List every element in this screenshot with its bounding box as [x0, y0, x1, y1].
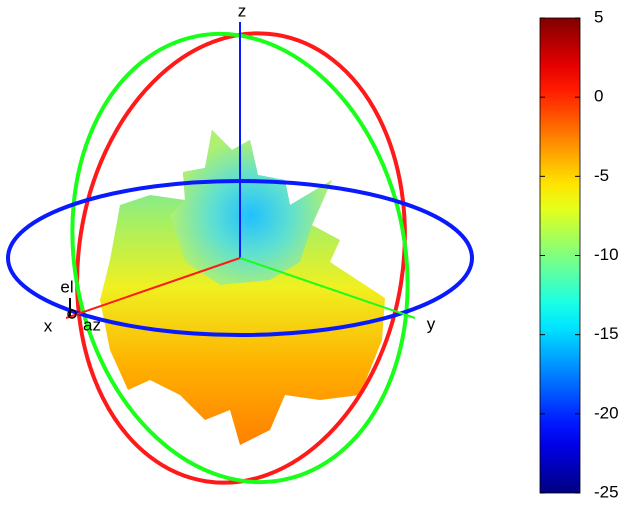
- axis-label: y: [427, 314, 436, 333]
- colorbar-tick-label: -10: [594, 245, 619, 264]
- axis-label: x: [44, 316, 53, 335]
- colorbar-tick-label: -15: [594, 324, 619, 343]
- pattern-top: [170, 130, 332, 285]
- axis-label: z: [238, 1, 247, 20]
- pattern-surface: [100, 130, 385, 445]
- red-ring: [75, 31, 407, 485]
- green-ring: [70, 31, 410, 485]
- colorbar: 5 0 -5 -10 -15 -20 -25: [539, 7, 619, 501]
- colorbar-fill: [539, 17, 581, 494]
- colorbar-tick-label: -5: [594, 166, 609, 185]
- y-axis: [239, 257, 416, 319]
- colorbar-tick-label: 5: [594, 7, 603, 26]
- colorbar-tick-label: -25: [594, 482, 619, 501]
- axis-label: el: [60, 277, 73, 296]
- axis-label: az: [83, 315, 101, 334]
- origin-marker: [67, 309, 77, 319]
- colorbar-tick-label: 0: [594, 87, 603, 106]
- colorbar-tick-label: -20: [594, 403, 619, 422]
- x-axis: [65, 257, 241, 319]
